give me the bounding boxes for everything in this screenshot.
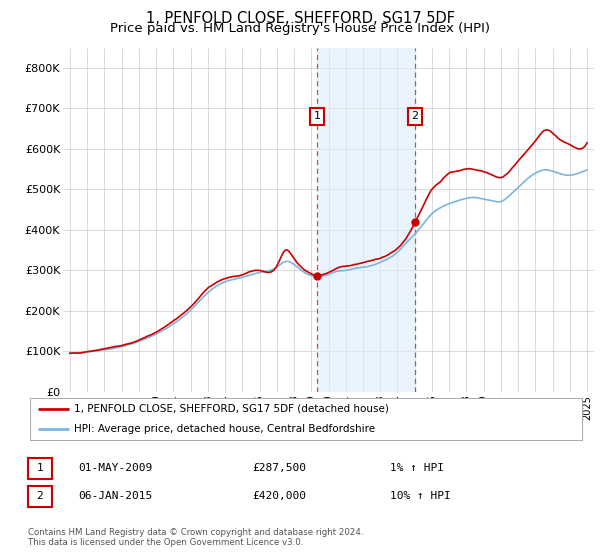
- Text: HPI: Average price, detached house, Central Bedfordshire: HPI: Average price, detached house, Cent…: [74, 424, 375, 434]
- Text: 1% ↑ HPI: 1% ↑ HPI: [390, 463, 444, 473]
- Text: 1, PENFOLD CLOSE, SHEFFORD, SG17 5DF: 1, PENFOLD CLOSE, SHEFFORD, SG17 5DF: [146, 11, 455, 26]
- Text: 10% ↑ HPI: 10% ↑ HPI: [390, 491, 451, 501]
- Text: 1: 1: [313, 111, 320, 122]
- Text: 2: 2: [412, 111, 419, 122]
- Bar: [317, 48, 415, 392]
- Text: Contains HM Land Registry data © Crown copyright and database right 2024.
This d: Contains HM Land Registry data © Crown c…: [28, 528, 363, 547]
- Text: £287,500: £287,500: [252, 463, 306, 473]
- Text: 1, PENFOLD CLOSE, SHEFFORD, SG17 5DF (detached house): 1, PENFOLD CLOSE, SHEFFORD, SG17 5DF (de…: [74, 404, 389, 414]
- Text: 06-JAN-2015: 06-JAN-2015: [78, 491, 152, 501]
- Text: 2: 2: [36, 491, 43, 501]
- Text: Price paid vs. HM Land Registry's House Price Index (HPI): Price paid vs. HM Land Registry's House …: [110, 22, 490, 35]
- Text: £420,000: £420,000: [252, 491, 306, 501]
- Text: 01-MAY-2009: 01-MAY-2009: [78, 463, 152, 473]
- Text: 1: 1: [36, 463, 43, 473]
